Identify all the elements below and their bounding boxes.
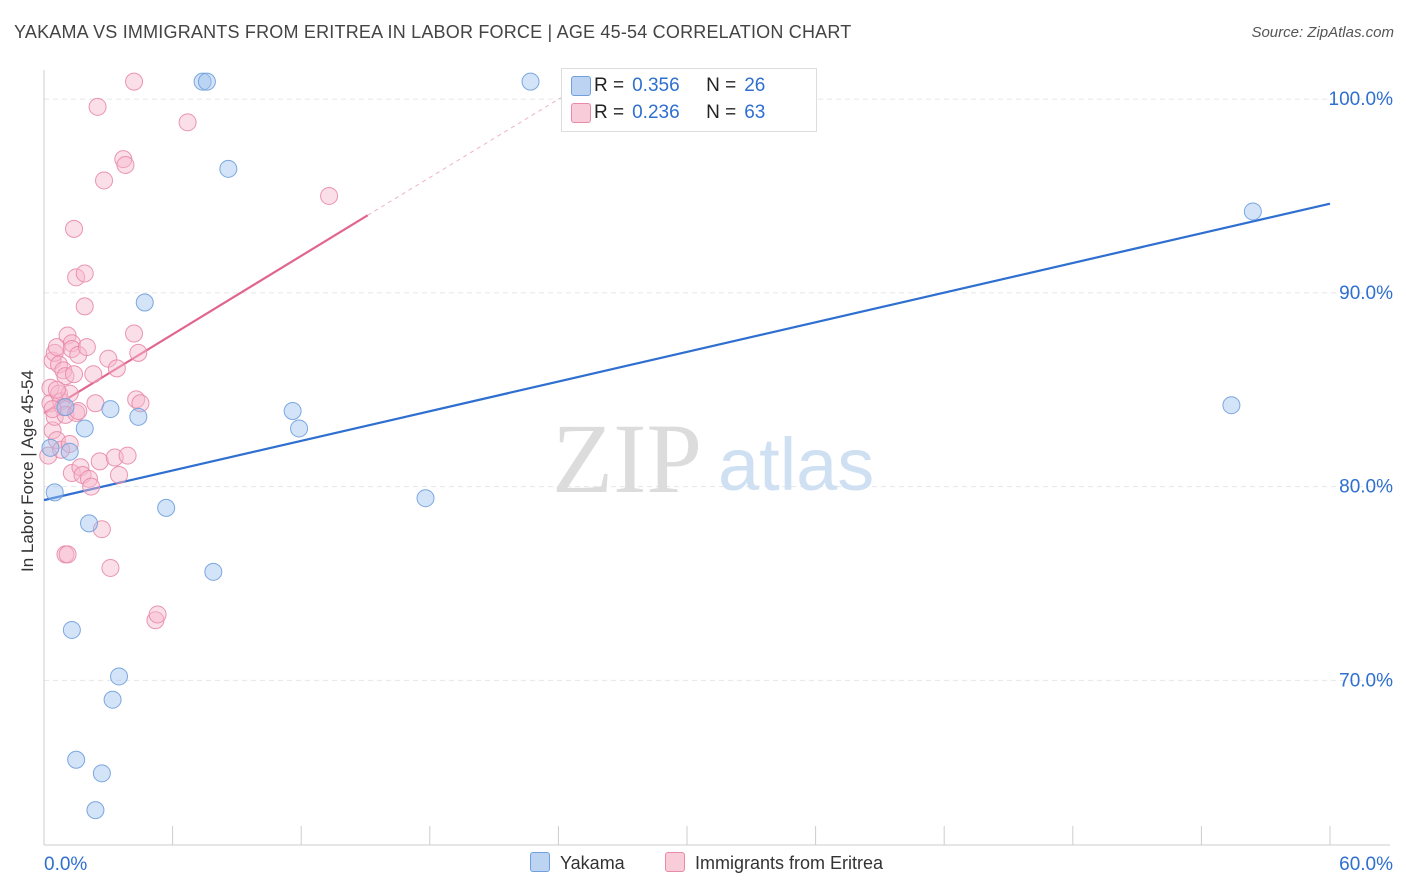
point-eritrea bbox=[47, 338, 66, 357]
grid-lines bbox=[44, 98, 1390, 681]
point-eritrea bbox=[88, 97, 107, 116]
point-eritrea bbox=[116, 155, 135, 174]
point-eritrea bbox=[75, 264, 94, 283]
axes bbox=[43, 70, 1390, 846]
point-eritrea bbox=[148, 605, 167, 624]
bottom-legend-label-yakama: Yakama bbox=[560, 853, 625, 873]
point-eritrea bbox=[320, 186, 339, 205]
legend-r-value-eritrea: 0.236 bbox=[632, 102, 680, 123]
point-yakama bbox=[75, 419, 94, 438]
point-yakama bbox=[56, 398, 75, 417]
point-yakama bbox=[86, 801, 105, 820]
point-yakama bbox=[135, 293, 154, 312]
watermark: ZIP atlas bbox=[552, 403, 874, 514]
point-yakama bbox=[110, 667, 129, 686]
point-eritrea bbox=[178, 113, 197, 132]
trend-lines bbox=[43, 79, 1331, 502]
point-eritrea bbox=[58, 545, 77, 564]
point-eritrea bbox=[77, 338, 96, 357]
point-eritrea bbox=[129, 343, 148, 362]
trend-line-yakama bbox=[43, 202, 1331, 502]
point-eritrea bbox=[107, 359, 126, 378]
trend-extension-eritrea bbox=[367, 79, 591, 216]
bottom-legend-swatch-yakama bbox=[530, 852, 550, 872]
y-axis-label-text: In Labor Force | Age 45-54 bbox=[18, 370, 37, 572]
point-yakama bbox=[416, 489, 435, 508]
point-yakama bbox=[80, 514, 99, 533]
chart-title: YAKAMA VS IMMIGRANTS FROM ERITREA IN LAB… bbox=[14, 22, 852, 42]
point-yakama bbox=[204, 562, 223, 581]
point-eritrea bbox=[101, 558, 120, 577]
bottom-legend-yakama: Yakama bbox=[530, 852, 625, 874]
data-points bbox=[39, 72, 1262, 820]
legend-r-label: R = bbox=[594, 75, 625, 96]
point-yakama bbox=[103, 690, 122, 709]
point-yakama bbox=[1243, 202, 1262, 221]
point-eritrea bbox=[118, 446, 137, 465]
point-eritrea bbox=[43, 421, 62, 440]
point-eritrea bbox=[90, 452, 109, 471]
point-eritrea bbox=[65, 365, 84, 384]
legend-n-value-eritrea: 63 bbox=[744, 102, 766, 123]
tick-labels: 70.0% 80.0% 90.0% 100.0% 0.0% 60.0% bbox=[44, 89, 1393, 875]
legend-n-label: N = bbox=[706, 75, 737, 96]
point-yakama bbox=[521, 72, 540, 91]
point-eritrea bbox=[62, 334, 81, 353]
point-eritrea bbox=[125, 324, 144, 343]
point-eritrea bbox=[131, 394, 150, 413]
point-yakama bbox=[45, 483, 64, 502]
point-eritrea bbox=[65, 219, 84, 238]
point-yakama bbox=[62, 620, 81, 639]
point-eritrea bbox=[84, 365, 103, 384]
legend-n-label: N = bbox=[706, 102, 737, 123]
legend-row-yakama: R = 0.356 N = 26 bbox=[571, 74, 766, 98]
point-eritrea bbox=[125, 72, 144, 91]
source-label: Source: ZipAtlas.com bbox=[1251, 24, 1394, 41]
bottom-legend-label-eritrea: Immigrants from Eritrea bbox=[695, 853, 884, 873]
point-yakama bbox=[60, 442, 79, 461]
legend-swatch-eritrea bbox=[571, 103, 591, 123]
y-tick-label: 100.0% bbox=[1329, 89, 1394, 110]
legend-row-eritrea: R = 0.236 N = 63 bbox=[571, 101, 766, 125]
y-tick-label: 90.0% bbox=[1339, 283, 1393, 304]
y-tick-label: 70.0% bbox=[1339, 670, 1393, 691]
legend-box: R = 0.356 N = 26 R = 0.236 N = 63 bbox=[561, 68, 817, 132]
bottom-legend-eritrea: Immigrants from Eritrea bbox=[665, 852, 883, 874]
point-eritrea bbox=[47, 380, 66, 399]
point-eritrea bbox=[86, 394, 105, 413]
trend-line-eritrea bbox=[43, 214, 369, 414]
point-yakama bbox=[290, 419, 309, 438]
point-eritrea bbox=[110, 465, 129, 484]
point-yakama bbox=[129, 407, 148, 426]
legend-swatch-yakama bbox=[571, 76, 591, 96]
x-tick-label: 0.0% bbox=[44, 854, 87, 875]
point-yakama bbox=[219, 159, 238, 178]
y-tick-label: 80.0% bbox=[1339, 477, 1393, 498]
bottom-legend-swatch-eritrea bbox=[665, 852, 685, 872]
point-yakama bbox=[67, 750, 86, 769]
legend-n-value-yakama: 26 bbox=[744, 75, 766, 96]
point-eritrea bbox=[75, 297, 94, 316]
point-eritrea bbox=[60, 434, 79, 453]
point-yakama bbox=[197, 72, 216, 91]
point-eritrea bbox=[95, 171, 114, 190]
legend-r-label: R = bbox=[594, 102, 625, 123]
point-yakama bbox=[92, 764, 111, 783]
point-yakama bbox=[101, 400, 120, 419]
point-eritrea bbox=[67, 268, 86, 287]
point-yakama bbox=[41, 438, 60, 457]
watermark-zip: ZIP bbox=[552, 403, 702, 514]
point-yakama bbox=[283, 402, 302, 420]
point-yakama bbox=[1222, 396, 1241, 415]
point-yakama bbox=[193, 72, 212, 91]
y-axis-label: In Labor Force | Age 45-54 bbox=[18, 370, 38, 572]
point-eritrea bbox=[82, 477, 101, 496]
watermark-atlas: atlas bbox=[718, 423, 874, 506]
point-yakama bbox=[157, 498, 176, 517]
x-tick-label: 60.0% bbox=[1339, 854, 1393, 875]
legend-r-value-yakama: 0.356 bbox=[632, 75, 680, 96]
